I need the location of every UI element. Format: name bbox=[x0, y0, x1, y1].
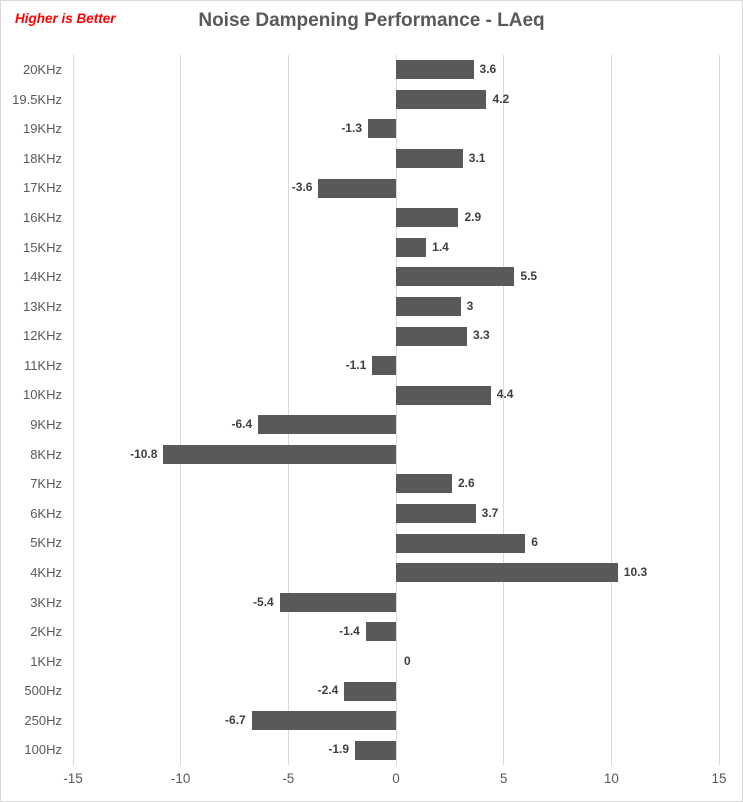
bar-value-label: 4.4 bbox=[496, 387, 514, 402]
x-axis-tick-label: 0 bbox=[392, 771, 400, 786]
x-axis-tick-label: 5 bbox=[499, 771, 508, 786]
category-label: 19KHz bbox=[22, 121, 62, 137]
bar bbox=[396, 385, 491, 405]
bar bbox=[396, 149, 463, 169]
bar bbox=[163, 444, 396, 464]
bar-value-label: -1.9 bbox=[328, 742, 350, 757]
x-axis-tick-label: -15 bbox=[63, 771, 83, 786]
bar-value-label: -1.3 bbox=[341, 121, 362, 136]
gridline bbox=[395, 55, 397, 765]
category-label: 3KHz bbox=[30, 594, 62, 610]
category-label: 20KHz bbox=[22, 62, 62, 77]
category-label: 10KHz bbox=[22, 387, 62, 403]
bar-value-label: -10.8 bbox=[130, 446, 158, 461]
category-label: 9KHz bbox=[30, 417, 62, 432]
x-axis-tick-label: 10 bbox=[603, 771, 619, 786]
category-label: 2KHz bbox=[30, 624, 62, 640]
bar bbox=[396, 237, 427, 257]
bar bbox=[396, 326, 468, 346]
category-label: 17KHz bbox=[22, 180, 62, 196]
category-label: 7KHz bbox=[30, 476, 62, 492]
bar-value-label: 1.4 bbox=[432, 239, 449, 254]
category-label: 6KHz bbox=[30, 505, 62, 521]
category-label: 250Hz bbox=[24, 712, 62, 728]
bar-value-label: 6 bbox=[531, 535, 538, 550]
x-axis-tick-label: 15 bbox=[711, 771, 727, 786]
bar bbox=[396, 60, 474, 80]
gridline bbox=[287, 55, 289, 765]
bar bbox=[251, 711, 396, 731]
category-label: 16KHz bbox=[22, 209, 62, 225]
bar-value-label: 3.7 bbox=[481, 505, 499, 520]
bar-value-label: 2.9 bbox=[464, 209, 482, 224]
bar-value-label: 4.2 bbox=[492, 91, 510, 106]
bar bbox=[396, 563, 618, 583]
bar bbox=[396, 296, 461, 316]
bar-value-label: -5.4 bbox=[253, 594, 274, 609]
category-label: 1KHz bbox=[30, 653, 62, 669]
bar bbox=[396, 267, 515, 287]
category-label: 14KHz bbox=[22, 269, 62, 285]
bar-value-label: 3 bbox=[466, 298, 474, 313]
bar-value-label: 0 bbox=[404, 653, 411, 668]
gridline bbox=[610, 55, 612, 765]
gridline bbox=[718, 55, 720, 765]
bar bbox=[368, 119, 396, 139]
x-axis-tick-label: -10 bbox=[170, 771, 191, 786]
gridline bbox=[180, 55, 182, 765]
bar-value-label: -6.7 bbox=[225, 712, 246, 727]
bar-value-label: -1.1 bbox=[345, 357, 367, 372]
category-label: 13KHz bbox=[22, 298, 62, 314]
bar bbox=[258, 415, 396, 435]
category-label: 18KHz bbox=[22, 150, 62, 166]
category-label: 500Hz bbox=[24, 683, 62, 699]
bar-value-label: -3.6 bbox=[291, 180, 313, 195]
bar-value-label: -2.4 bbox=[317, 683, 339, 698]
bar bbox=[396, 533, 526, 553]
gridline bbox=[72, 55, 74, 765]
higher-is-better-note: Higher is Better bbox=[15, 11, 116, 26]
category-label: 15KHz bbox=[22, 239, 62, 255]
bar-value-label: -6.4 bbox=[231, 417, 253, 431]
bar bbox=[365, 622, 396, 642]
bar-value-label: -1.4 bbox=[339, 624, 360, 639]
bar-value-label: 5.5 bbox=[520, 269, 538, 284]
bar bbox=[396, 89, 487, 109]
bar-value-label: 2.6 bbox=[457, 476, 475, 491]
bar bbox=[279, 592, 396, 612]
bar-value-label: 3.1 bbox=[468, 150, 486, 165]
chart-title: Noise Dampening Performance - LAeq bbox=[198, 10, 545, 31]
bar bbox=[396, 504, 476, 524]
gridline bbox=[503, 55, 505, 765]
category-label: 4KHz bbox=[30, 564, 62, 580]
category-label: 11KHz bbox=[23, 357, 62, 373]
bar bbox=[318, 178, 396, 198]
x-axis-tick-label: -5 bbox=[282, 771, 295, 786]
bar bbox=[355, 740, 396, 760]
category-label: 19.5KHz bbox=[12, 91, 62, 107]
bar-value-label: 3.6 bbox=[479, 62, 497, 76]
category-label: 8KHz bbox=[30, 446, 62, 462]
bar bbox=[396, 474, 452, 494]
bar-value-label: 3.3 bbox=[473, 328, 490, 343]
bar bbox=[344, 681, 396, 701]
bar bbox=[396, 208, 459, 228]
category-label: 100Hz bbox=[24, 742, 62, 758]
category-label: 5KHz bbox=[30, 535, 62, 551]
category-label: 12KHz bbox=[22, 328, 62, 344]
bar bbox=[372, 356, 396, 376]
bar-value-label: 10.3 bbox=[623, 564, 648, 579]
